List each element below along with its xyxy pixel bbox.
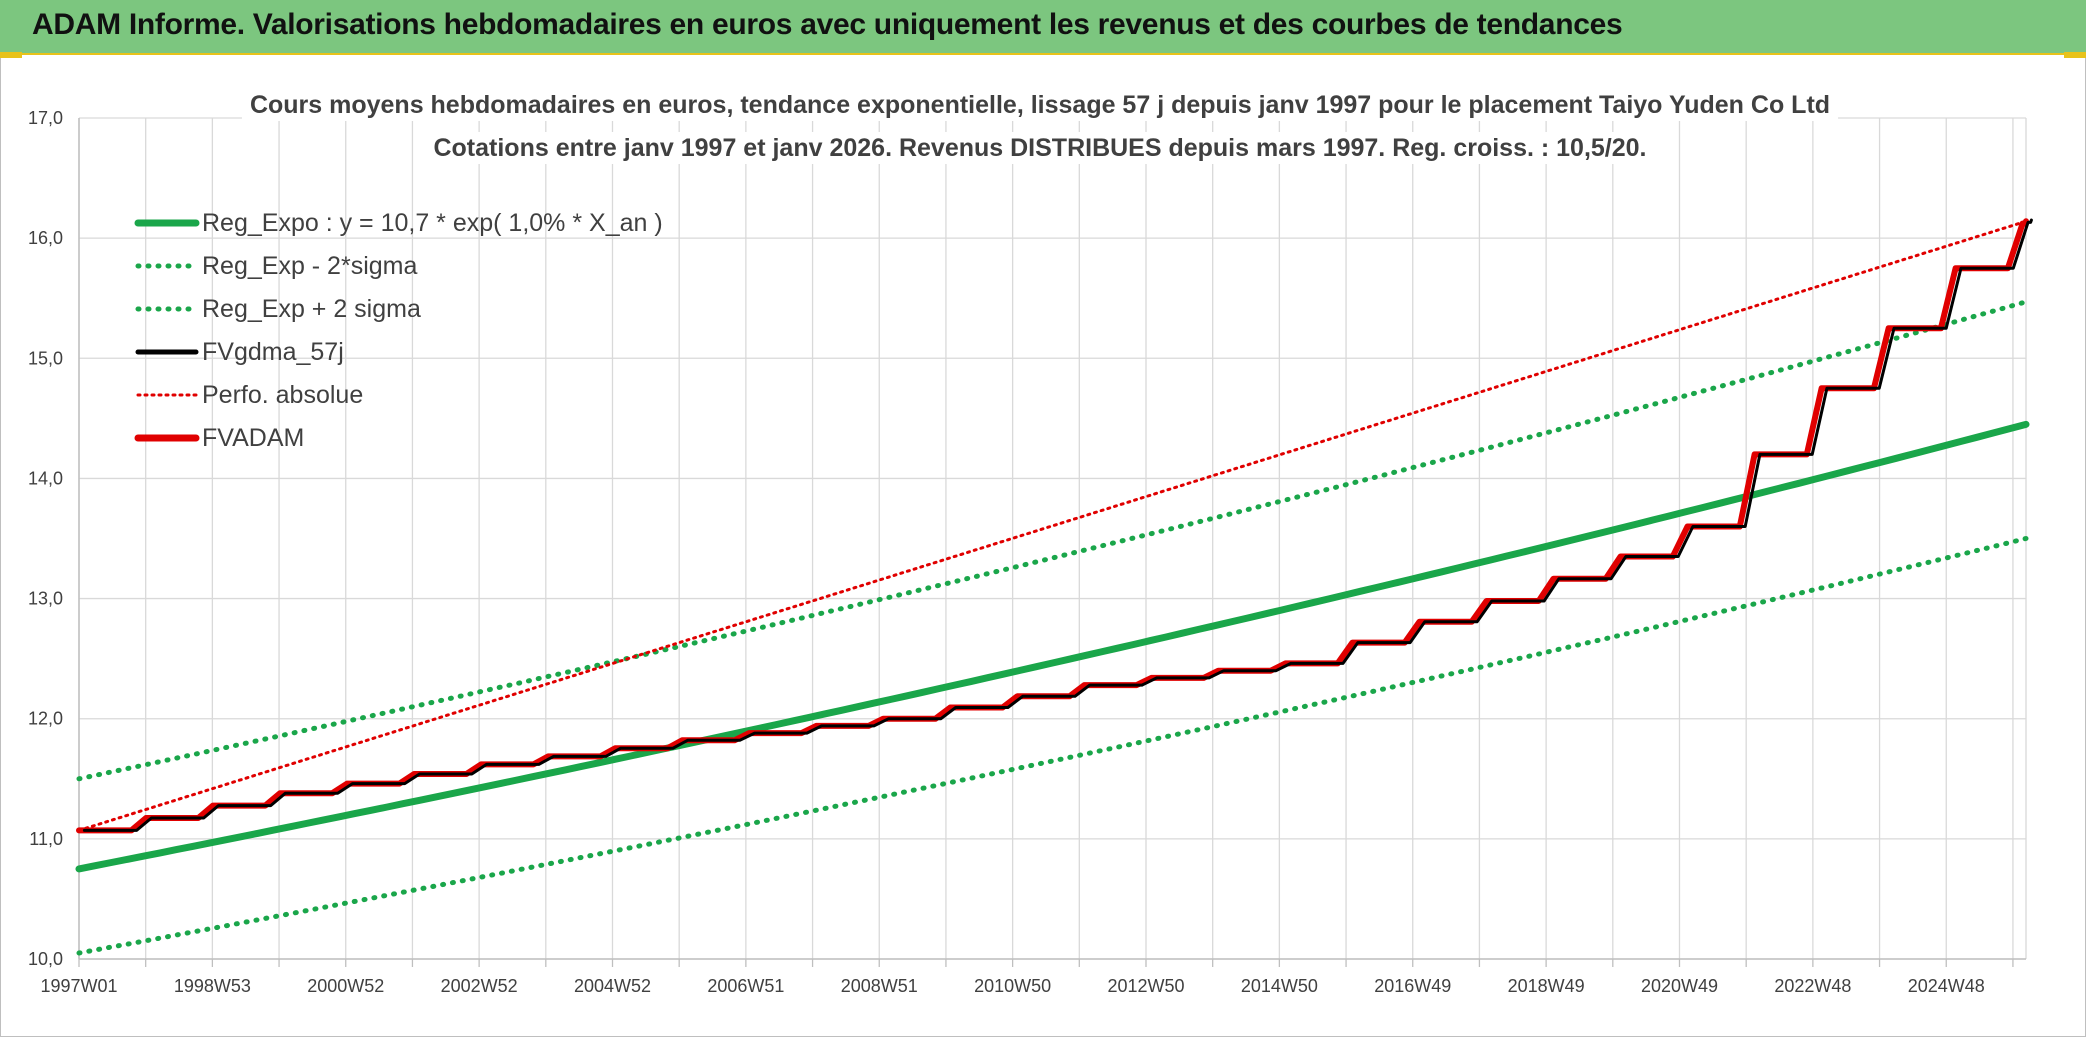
x-tick-label: 1998W53 <box>174 976 251 996</box>
chart-subtitle: Cotations entre janv 1997 et janv 2026. … <box>433 134 1646 162</box>
chart-legend: Reg_Expo : y = 10,7 * exp( 1,0% * X_an )… <box>134 209 663 452</box>
chart-series <box>75 218 2033 956</box>
legend-label-5: FVADAM <box>202 424 304 452</box>
x-tick-label: 2018W49 <box>1508 976 1585 996</box>
x-tick-label: 1997W01 <box>40 976 117 996</box>
y-tick-label: 14,0 <box>28 468 63 488</box>
report-banner: ADAM Informe. Valorisations hebdomadaire… <box>0 0 2086 55</box>
series-line-1 <box>76 536 2029 956</box>
x-axis: 1997W01 1998W53 2000W52 2002W52 2004W52 2006W… <box>40 958 2026 996</box>
y-tick-label: 15,0 <box>28 348 63 368</box>
legend-label-0: Reg_Expo : y = 10,7 * exp( 1,0% * X_an ) <box>202 209 663 237</box>
legend-label-3: FVgdma_57j <box>202 338 344 366</box>
x-tick-label: 2020W49 <box>1641 976 1718 996</box>
report-title: ADAM Informe. Valorisations hebdomadaire… <box>32 8 1623 41</box>
y-tick-label: 12,0 <box>28 709 63 729</box>
y-tick-label: 17,0 <box>28 108 63 128</box>
chart-title: Cours moyens hebdomadaires en euros, ten… <box>250 91 1830 119</box>
x-tick-label: 2008W51 <box>841 976 918 996</box>
line-chart: 10,0 11,0 12,0 13,0 14,0 15,0 16,0 17,0 1997W01… <box>28 89 2033 996</box>
x-tick-label: 2004W52 <box>574 976 651 996</box>
series-line-0 <box>75 420 2030 873</box>
series-line-3 <box>82 218 2033 832</box>
y-tick-label: 10,0 <box>28 949 63 969</box>
x-tick-label: 2000W52 <box>307 976 384 996</box>
legend-label-2: Reg_Exp + 2 sigma <box>202 295 421 323</box>
y-tick-label: 16,0 <box>28 228 63 248</box>
series-line-5 <box>76 218 2029 834</box>
x-tick-label: 2014W50 <box>1241 976 1318 996</box>
chart-grid <box>78 117 2027 960</box>
title-backdrop <box>241 89 1839 121</box>
banner-accent-right <box>2064 52 2086 58</box>
title-backdrop <box>425 132 1655 164</box>
legend-label-1: Reg_Exp - 2*sigma <box>202 252 417 280</box>
x-tick-label: 2022W48 <box>1774 976 1851 996</box>
x-tick-label: 2012W50 <box>1107 976 1184 996</box>
x-tick-label: 2006W51 <box>707 976 784 996</box>
y-tick-label: 13,0 <box>28 589 63 609</box>
y-tick-label: 11,0 <box>29 829 63 849</box>
legend-label-4: Perfo. absolue <box>202 381 363 409</box>
x-tick-label: 2016W49 <box>1374 976 1451 996</box>
x-tick-label: 2010W50 <box>974 976 1051 996</box>
series-line-4 <box>77 219 2028 832</box>
banner-accent-left <box>0 52 22 58</box>
y-axis: 10,0 11,0 12,0 13,0 14,0 15,0 16,0 17,0 <box>28 108 80 969</box>
x-tick-label: 2002W52 <box>441 976 518 996</box>
chart-titles: Cours moyens hebdomadaires en euros, ten… <box>241 89 1839 164</box>
series-line-2 <box>76 299 2029 782</box>
x-tick-label: 2024W48 <box>1908 976 1985 996</box>
